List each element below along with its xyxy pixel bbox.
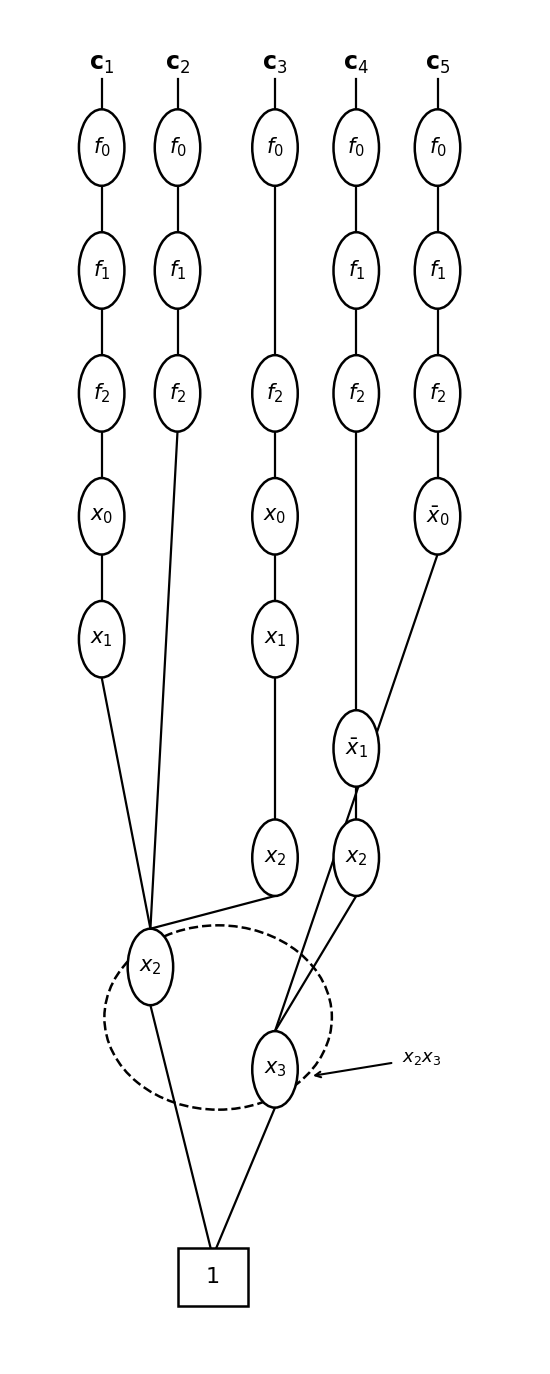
Ellipse shape: [252, 110, 298, 185]
Ellipse shape: [252, 354, 298, 431]
Text: $f_2$: $f_2$: [348, 382, 365, 405]
Text: $x_0$: $x_0$: [263, 507, 287, 526]
Text: $f_1$: $f_1$: [348, 258, 365, 282]
Text: $\mathbf{c}_2$: $\mathbf{c}_2$: [165, 52, 190, 76]
Ellipse shape: [155, 354, 200, 431]
Text: $\mathbf{c}_3$: $\mathbf{c}_3$: [262, 52, 288, 76]
Text: $f_2$: $f_2$: [169, 382, 186, 405]
Text: $f_0$: $f_0$: [93, 136, 111, 159]
Text: $f_0$: $f_0$: [266, 136, 284, 159]
Ellipse shape: [415, 110, 460, 185]
Ellipse shape: [333, 710, 379, 787]
Text: $\mathbf{c}_5$: $\mathbf{c}_5$: [425, 52, 450, 76]
Text: $f_2$: $f_2$: [266, 382, 284, 405]
Text: $\bar{x}_1$: $\bar{x}_1$: [345, 736, 368, 760]
Text: 1: 1: [206, 1267, 220, 1287]
Text: $x_2$: $x_2$: [263, 848, 287, 867]
Ellipse shape: [333, 110, 379, 185]
Ellipse shape: [155, 232, 200, 309]
Bar: [178, 1249, 248, 1305]
Ellipse shape: [333, 819, 379, 896]
Text: $x_2$: $x_2$: [345, 848, 367, 867]
Ellipse shape: [415, 232, 460, 309]
Ellipse shape: [252, 600, 298, 677]
Ellipse shape: [252, 819, 298, 896]
Text: $f_0$: $f_0$: [348, 136, 365, 159]
Ellipse shape: [79, 110, 124, 185]
Ellipse shape: [415, 478, 460, 555]
Text: $f_2$: $f_2$: [429, 382, 446, 405]
Text: $\bar{x}_0$: $\bar{x}_0$: [426, 504, 449, 528]
Text: $x_2x_3$: $x_2x_3$: [402, 1050, 442, 1068]
Ellipse shape: [252, 1030, 298, 1107]
Ellipse shape: [79, 478, 124, 555]
Text: $x_3$: $x_3$: [263, 1059, 287, 1079]
Ellipse shape: [155, 110, 200, 185]
Text: $x_1$: $x_1$: [263, 629, 287, 649]
Ellipse shape: [79, 600, 124, 677]
Ellipse shape: [79, 354, 124, 431]
Ellipse shape: [415, 354, 460, 431]
Text: $f_1$: $f_1$: [169, 258, 186, 282]
Text: $f_2$: $f_2$: [93, 382, 111, 405]
Text: $x_0$: $x_0$: [90, 507, 113, 526]
Ellipse shape: [252, 478, 298, 555]
Ellipse shape: [128, 929, 173, 1006]
Ellipse shape: [333, 354, 379, 431]
Text: $f_1$: $f_1$: [429, 258, 446, 282]
Text: $x_1$: $x_1$: [90, 629, 113, 649]
Ellipse shape: [79, 232, 124, 309]
Text: $f_0$: $f_0$: [169, 136, 186, 159]
Text: $f_0$: $f_0$: [428, 136, 447, 159]
Text: $x_2$: $x_2$: [139, 958, 162, 977]
Text: $\mathbf{c}_1$: $\mathbf{c}_1$: [89, 52, 114, 76]
Ellipse shape: [333, 232, 379, 309]
Text: $f_1$: $f_1$: [93, 258, 111, 282]
Text: $\mathbf{c}_4$: $\mathbf{c}_4$: [343, 52, 369, 76]
